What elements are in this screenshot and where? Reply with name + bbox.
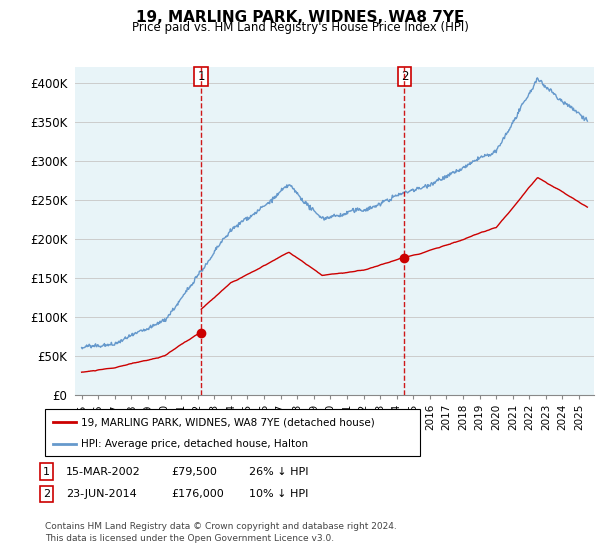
Text: Price paid vs. HM Land Registry's House Price Index (HPI): Price paid vs. HM Land Registry's House … [131, 21, 469, 34]
Text: 19, MARLING PARK, WIDNES, WA8 7YE (detached house): 19, MARLING PARK, WIDNES, WA8 7YE (detac… [81, 417, 375, 427]
Text: 2: 2 [43, 489, 50, 499]
Text: HPI: Average price, detached house, Halton: HPI: Average price, detached house, Halt… [81, 439, 308, 449]
Text: £176,000: £176,000 [171, 489, 224, 499]
Text: Contains HM Land Registry data © Crown copyright and database right 2024.
This d: Contains HM Land Registry data © Crown c… [45, 522, 397, 543]
Text: 23-JUN-2014: 23-JUN-2014 [66, 489, 137, 499]
Text: £79,500: £79,500 [171, 466, 217, 477]
Text: 19, MARLING PARK, WIDNES, WA8 7YE: 19, MARLING PARK, WIDNES, WA8 7YE [136, 10, 464, 25]
Text: 26% ↓ HPI: 26% ↓ HPI [249, 466, 308, 477]
Text: 10% ↓ HPI: 10% ↓ HPI [249, 489, 308, 499]
Text: 2: 2 [401, 70, 408, 83]
Text: 1: 1 [197, 70, 205, 83]
Text: 15-MAR-2002: 15-MAR-2002 [66, 466, 141, 477]
Text: 1: 1 [43, 466, 50, 477]
